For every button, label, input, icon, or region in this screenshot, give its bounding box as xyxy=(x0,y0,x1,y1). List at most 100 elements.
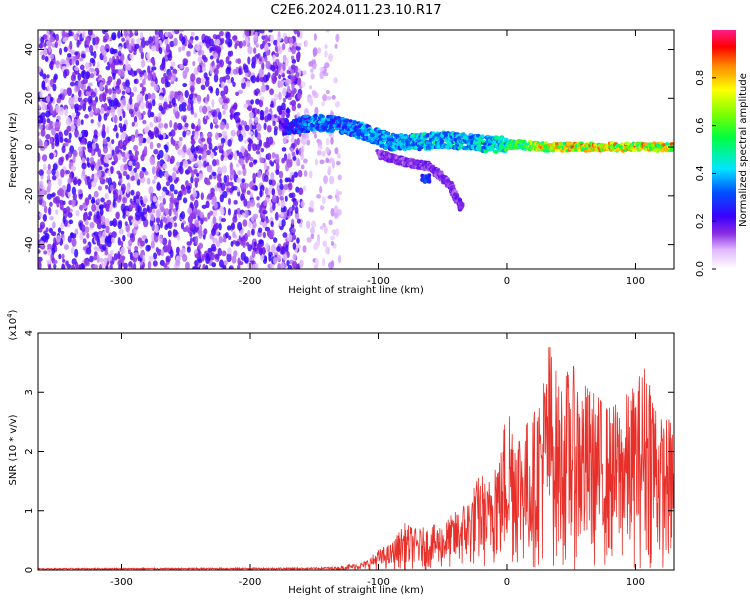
heatmap-cell xyxy=(301,137,307,146)
heatmap-cell xyxy=(407,146,412,151)
heatmap-cell xyxy=(211,200,215,206)
heatmap-cell xyxy=(302,245,307,253)
heatmap-cell xyxy=(323,72,329,77)
heatmap-cell xyxy=(289,43,293,48)
heatmap-cell xyxy=(43,250,48,255)
heatmap-cell xyxy=(151,99,156,107)
heatmap-cell xyxy=(49,216,54,221)
heatmap-cell xyxy=(185,225,190,232)
heatmap-cell xyxy=(230,129,236,137)
heatmap-cell xyxy=(96,254,100,263)
heatmap-cell xyxy=(122,97,126,106)
heatmap-cell xyxy=(287,182,293,191)
heatmap-cell xyxy=(60,168,65,178)
heatmap-cell xyxy=(122,144,127,151)
heatmap-cell xyxy=(328,53,333,62)
heatmap-cell xyxy=(103,163,109,168)
heatmap-cell xyxy=(112,189,117,195)
heatmap-cell xyxy=(45,133,51,140)
heatmap-cell xyxy=(38,169,44,176)
heatmap-cell xyxy=(249,156,254,162)
heatmap-cell xyxy=(314,158,319,166)
heatmap-cell xyxy=(244,30,250,37)
heatmap-cell xyxy=(140,39,146,49)
heatmap-cell xyxy=(225,56,230,65)
heatmap-cell xyxy=(158,122,164,129)
heatmap-cell xyxy=(132,159,136,167)
heatmap-cell xyxy=(325,30,330,33)
heatmap-cell xyxy=(306,237,312,243)
heatmap-cell xyxy=(104,217,110,226)
heatmap-cell xyxy=(211,262,217,268)
heatmap-cell xyxy=(211,227,216,237)
heatmap-cell xyxy=(180,211,186,220)
heatmap-cell xyxy=(330,207,335,217)
heatmap-cell xyxy=(194,162,199,168)
heatmap-cell xyxy=(194,35,199,41)
heatmap-cell xyxy=(111,231,117,239)
heatmap-cell xyxy=(325,246,329,255)
heatmap-cell xyxy=(310,208,314,213)
heatmap-cell xyxy=(70,232,74,237)
heatmap-cell xyxy=(115,132,119,139)
heatmap-cell xyxy=(249,192,254,198)
heatmap-cell xyxy=(253,47,257,54)
heatmap-cell xyxy=(320,117,326,122)
heatmap-cell xyxy=(142,78,146,86)
heatmap-cell xyxy=(42,116,46,125)
heatmap-cell xyxy=(128,42,132,51)
heatmap-cell xyxy=(259,109,265,117)
heatmap-cell xyxy=(299,259,304,268)
heatmap-cell xyxy=(665,142,670,146)
heatmap-cell xyxy=(177,94,181,102)
heatmap-cell xyxy=(86,232,90,239)
heatmap-cell xyxy=(103,155,109,164)
heatmap-cell xyxy=(181,36,186,45)
heatmap-cell xyxy=(173,189,178,195)
heatmap-cell xyxy=(177,90,182,96)
heatmap-cell xyxy=(65,117,71,126)
heatmap-cell xyxy=(102,138,108,145)
heatmap-cell xyxy=(102,244,107,251)
heatmap-cell xyxy=(40,112,46,118)
heatmap-cell xyxy=(38,42,44,49)
heatmap-cell xyxy=(47,180,52,189)
heatmap-cell xyxy=(204,35,210,45)
heatmap-cell xyxy=(63,129,69,136)
heatmap-cell xyxy=(161,190,166,200)
heatmap-cell xyxy=(287,92,292,98)
heatmap-cell xyxy=(226,187,230,193)
heatmap-cell xyxy=(223,175,227,184)
heatmap-cell xyxy=(223,102,229,111)
heatmap-cell xyxy=(251,185,256,191)
heatmap-cell xyxy=(107,141,112,149)
heatmap-cell xyxy=(194,219,200,228)
heatmap-cell xyxy=(213,68,219,76)
heatmap-cell xyxy=(330,157,335,163)
heatmap-cell xyxy=(119,115,123,122)
heatmap-cell xyxy=(190,31,195,37)
heatmap-cell xyxy=(60,58,66,65)
heatmap-cell xyxy=(85,47,90,53)
heatmap-cell xyxy=(131,121,135,127)
heatmap-cell xyxy=(295,52,301,60)
heatmap-cell xyxy=(276,39,281,49)
heatmap-cell xyxy=(228,181,234,186)
heatmap-cell xyxy=(87,86,91,92)
heatmap-cell xyxy=(201,66,206,72)
heatmap-cell xyxy=(45,96,51,103)
heatmap-cell xyxy=(88,193,92,200)
heatmap-cell xyxy=(309,227,315,235)
heatmap-cell xyxy=(38,233,41,240)
heatmap-cell xyxy=(55,137,60,145)
heatmap-cell xyxy=(260,254,265,261)
heatmap-cell xyxy=(99,257,104,263)
heatmap-cell xyxy=(277,263,282,269)
heatmap-cell xyxy=(263,74,269,83)
heatmap-cell xyxy=(235,66,239,75)
heatmap-cell xyxy=(61,263,65,269)
heatmap-cell xyxy=(314,106,319,116)
heatmap-cell xyxy=(239,158,245,167)
heatmap-cell xyxy=(142,119,147,125)
heatmap-cell xyxy=(254,129,258,138)
